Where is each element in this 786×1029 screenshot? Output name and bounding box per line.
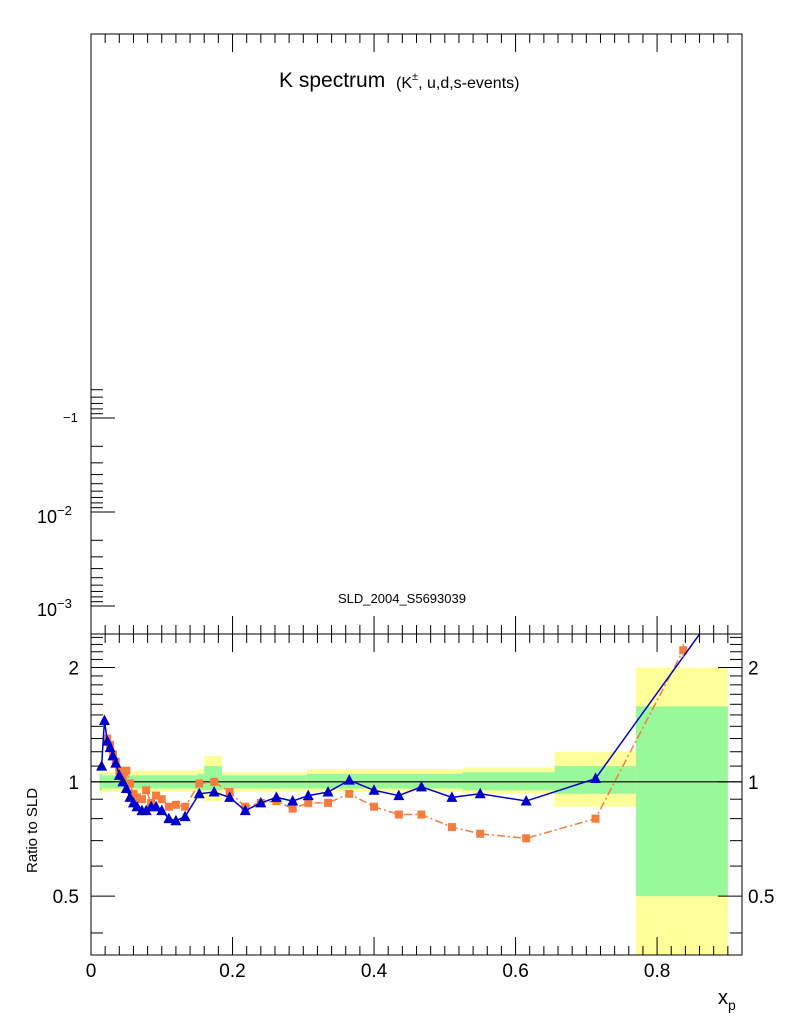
marker-square: [152, 791, 161, 800]
x-axis-title: xp: [718, 987, 736, 1013]
marker-square: [195, 779, 204, 788]
marker-triangle: [120, 782, 132, 794]
x-tick-label: 0.6: [502, 961, 528, 982]
marker-triangle: [224, 791, 236, 802]
marker-triangle: [393, 789, 405, 801]
marker-triangle: [117, 775, 129, 787]
band-inner: [306, 773, 463, 789]
marker-triangle: [270, 791, 282, 802]
marker-square: [181, 802, 190, 811]
ratio-ytick-label-left: 1: [68, 773, 79, 794]
marker-triangle: [302, 789, 314, 801]
x-tick-label: 0: [86, 961, 97, 982]
marker-square: [122, 766, 131, 775]
plot-title-detail-sup: ±: [412, 71, 418, 83]
marker-triangle: [590, 772, 602, 784]
marker-triangle: [239, 804, 251, 816]
ratio-ytick-label-right: 1: [748, 773, 759, 794]
ratio-series: [96, 634, 701, 843]
marker-triangle: [150, 800, 162, 812]
main-ytick-label-1e-1: −1: [63, 410, 78, 425]
marker-square: [591, 814, 600, 823]
x-axis-title-sub: p: [728, 997, 736, 1013]
analysis-label: SLD_2004_S5693039: [338, 591, 466, 606]
marker-square: [132, 793, 141, 802]
main-ytick-label-1e-3: 10−3: [37, 596, 72, 620]
marker-square: [164, 802, 173, 811]
marker-triangle: [179, 810, 191, 822]
ratio-ytick-label-right: 2: [748, 658, 759, 679]
marker-square: [288, 804, 297, 813]
ratio-ytick-label-left: 0.5: [53, 887, 79, 908]
marker-triangle: [193, 787, 205, 799]
main-ytick-label-1e-2: 10−2: [37, 503, 72, 527]
marker-triangle: [415, 780, 427, 792]
marker-square: [417, 810, 426, 819]
marker-square: [370, 802, 379, 811]
marker-triangle: [170, 814, 182, 826]
marker-triangle: [98, 714, 110, 726]
marker-triangle: [163, 812, 175, 824]
plot-title: K spectrum (K±, u,d,s-events): [279, 69, 519, 92]
ratio-y-axis-title: Ratio to SLD: [24, 788, 41, 873]
marker-square: [171, 800, 180, 809]
marker-square: [125, 779, 134, 788]
marker-triangle: [322, 786, 334, 797]
marker-triangle: [110, 757, 122, 768]
uncertainty-bands: [99, 667, 728, 955]
main-y-ticks: [90, 34, 729, 634]
plot-title-main: K spectrum: [279, 69, 385, 92]
marker-triangle: [368, 784, 380, 795]
marker-triangle: [343, 774, 355, 785]
marker-triangle: [104, 741, 116, 753]
marker-square: [394, 810, 403, 819]
marker-square: [137, 795, 146, 804]
series-line-orange: [106, 649, 684, 840]
plot-title-detail-prefix: (K: [396, 75, 412, 92]
marker-square: [210, 777, 219, 786]
marker-square: [447, 823, 456, 832]
marker-square: [142, 786, 151, 795]
plot-title-detail-suffix: , u,d,s-events): [418, 75, 519, 92]
marker-triangle: [520, 795, 532, 806]
marker-triangle: [208, 786, 220, 797]
ratio-ytick-label-right: 0.5: [748, 887, 774, 908]
marker-square: [324, 798, 333, 807]
marker-square: [157, 795, 166, 804]
marker-triangle: [255, 796, 267, 808]
ratio-ticks: [90, 634, 742, 955]
marker-triangle: [131, 800, 143, 812]
marker-triangle: [96, 760, 108, 771]
marker-triangle: [474, 787, 486, 799]
ratio-ytick-label-left: 2: [68, 658, 79, 679]
x-tick-labels: 0 0.2 0.4 0.6 0.8: [86, 961, 671, 982]
marker-square: [476, 829, 485, 838]
main-panel-frame: [90, 33, 743, 635]
marker-triangle: [287, 795, 299, 806]
x-tick-label: 0.8: [644, 961, 670, 982]
marker-square: [522, 834, 531, 843]
marker-triangle: [446, 791, 458, 802]
marker-triangle: [113, 769, 125, 780]
ratio-y-tick-labels: 0.5 0.5 1 1 2 2: [53, 658, 775, 908]
plot-title-detail: (K±, u,d,s-events): [396, 71, 519, 92]
marker-square: [304, 798, 313, 807]
x-tick-label: 0.2: [219, 961, 245, 982]
x-axis-title-main: x: [718, 987, 728, 1009]
x-tick-label: 0.4: [361, 961, 388, 982]
band-inner: [635, 706, 728, 897]
marker-triangle: [140, 804, 152, 816]
marker-square: [345, 789, 354, 798]
marker-triangle: [156, 804, 168, 816]
